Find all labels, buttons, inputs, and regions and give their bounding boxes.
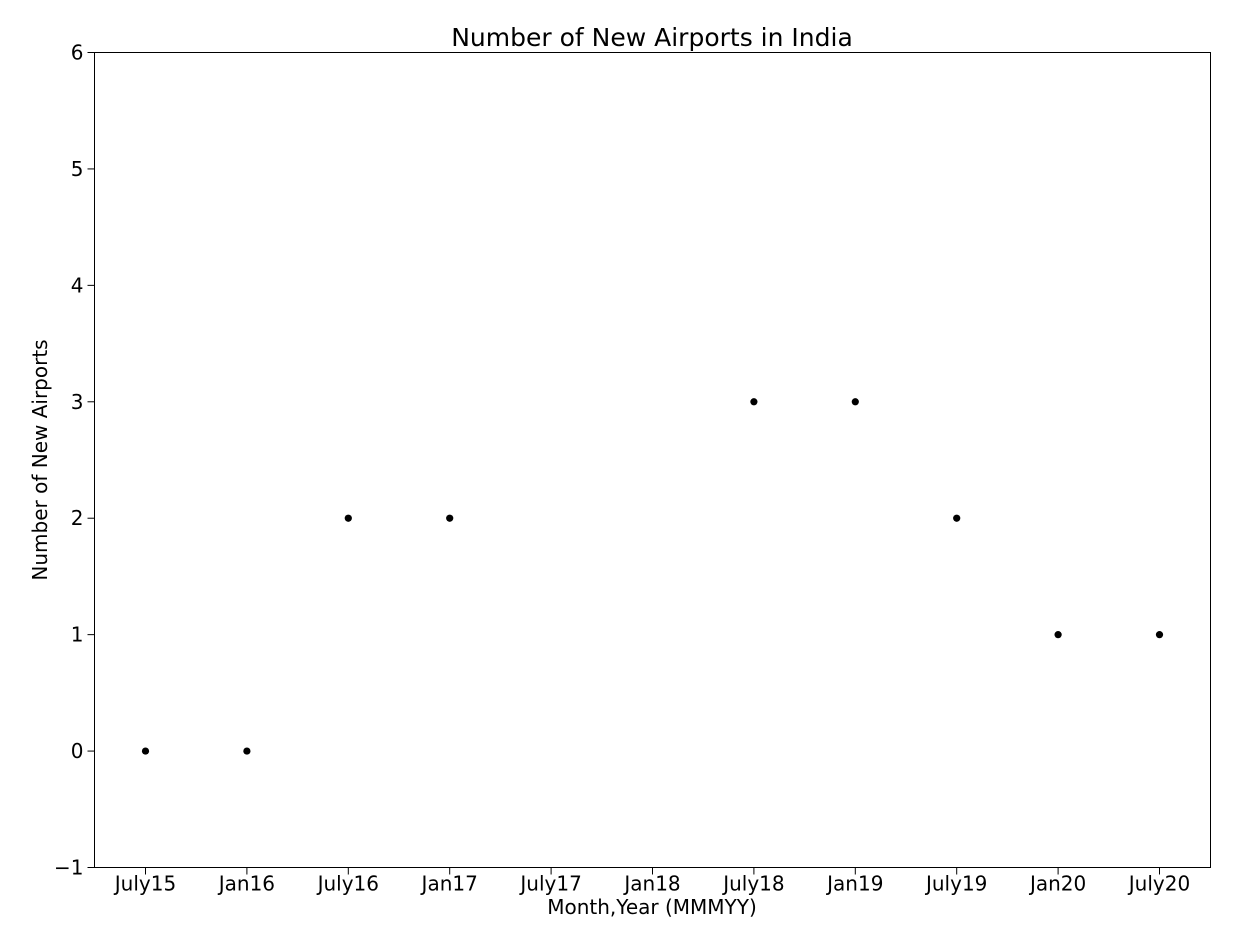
plot-area-frame <box>94 52 1211 868</box>
x-tick-label: Jan18 <box>622 872 680 896</box>
x-tick-label: July18 <box>721 872 784 896</box>
data-points <box>141 398 1164 755</box>
x-axis: July15 Jan16 July16 Jan17 July17 Jan18 July18 J… <box>113 867 1190 896</box>
data-point <box>141 747 150 755</box>
y-tick-label: 0 <box>71 739 84 763</box>
x-tick-label: July17 <box>518 872 581 896</box>
y-tick-label: 4 <box>71 273 84 297</box>
x-tick-label: Jan16 <box>217 872 275 896</box>
data-point <box>750 398 758 406</box>
data-point <box>851 398 859 406</box>
x-tick-label: July20 <box>1127 872 1190 896</box>
x-tick-label: Jan19 <box>825 872 883 896</box>
y-axis-label: Number of New Airports <box>28 339 52 580</box>
y-tick-label: −1 <box>54 856 83 880</box>
x-tick-label: July15 <box>113 872 176 896</box>
chart-title: Number of New Airports in India <box>451 23 853 52</box>
y-tick-label: 1 <box>71 623 84 647</box>
data-point <box>446 514 454 522</box>
y-tick-label: 3 <box>71 390 84 414</box>
y-tick-label: 6 <box>71 41 84 65</box>
data-point <box>1155 631 1164 639</box>
y-tick-label: 5 <box>71 157 84 181</box>
data-point <box>243 747 251 755</box>
x-tick-label: July16 <box>316 872 379 896</box>
y-axis: −1 0 1 2 3 4 5 6 <box>54 41 95 880</box>
x-tick-label: Jan20 <box>1028 872 1086 896</box>
x-axis-label: Month,Year (MMMYY) <box>547 895 757 919</box>
y-tick-label: 2 <box>71 506 84 530</box>
data-point <box>344 514 352 522</box>
x-tick-label: July19 <box>924 872 987 896</box>
x-tick-label: Jan17 <box>420 872 478 896</box>
data-point <box>1054 631 1062 639</box>
data-point <box>953 514 961 522</box>
